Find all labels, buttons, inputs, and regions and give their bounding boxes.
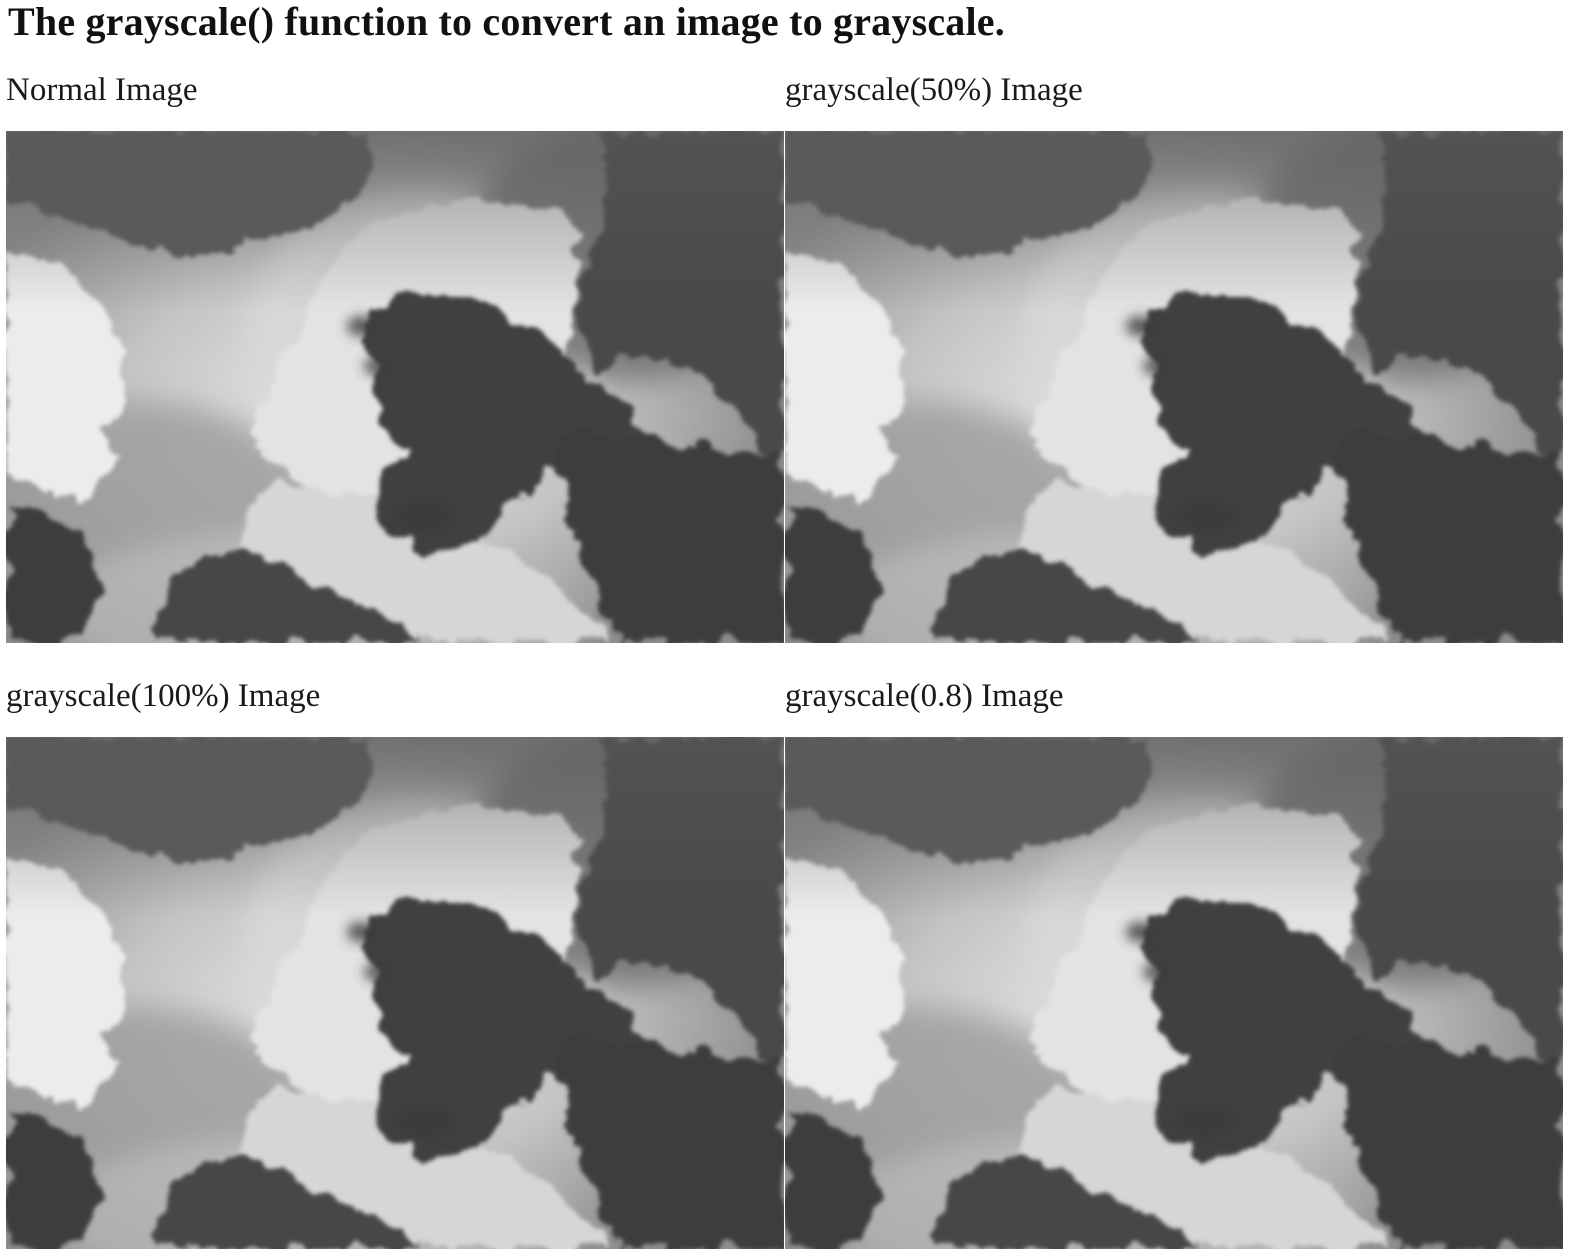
cloudy-sky-image — [785, 737, 1563, 1249]
cloudy-sky-image — [6, 737, 784, 1249]
cloudy-sky-image — [6, 131, 784, 643]
figure-caption: grayscale(50%) Image — [785, 72, 1083, 108]
figure-caption: grayscale(0.8) Image — [785, 678, 1064, 714]
figure-caption: Normal Image — [6, 72, 198, 108]
page-title: The grayscale() function to convert an i… — [8, 0, 1005, 44]
figure-caption: grayscale(100%) Image — [6, 678, 321, 714]
cloudy-sky-image — [785, 131, 1563, 643]
